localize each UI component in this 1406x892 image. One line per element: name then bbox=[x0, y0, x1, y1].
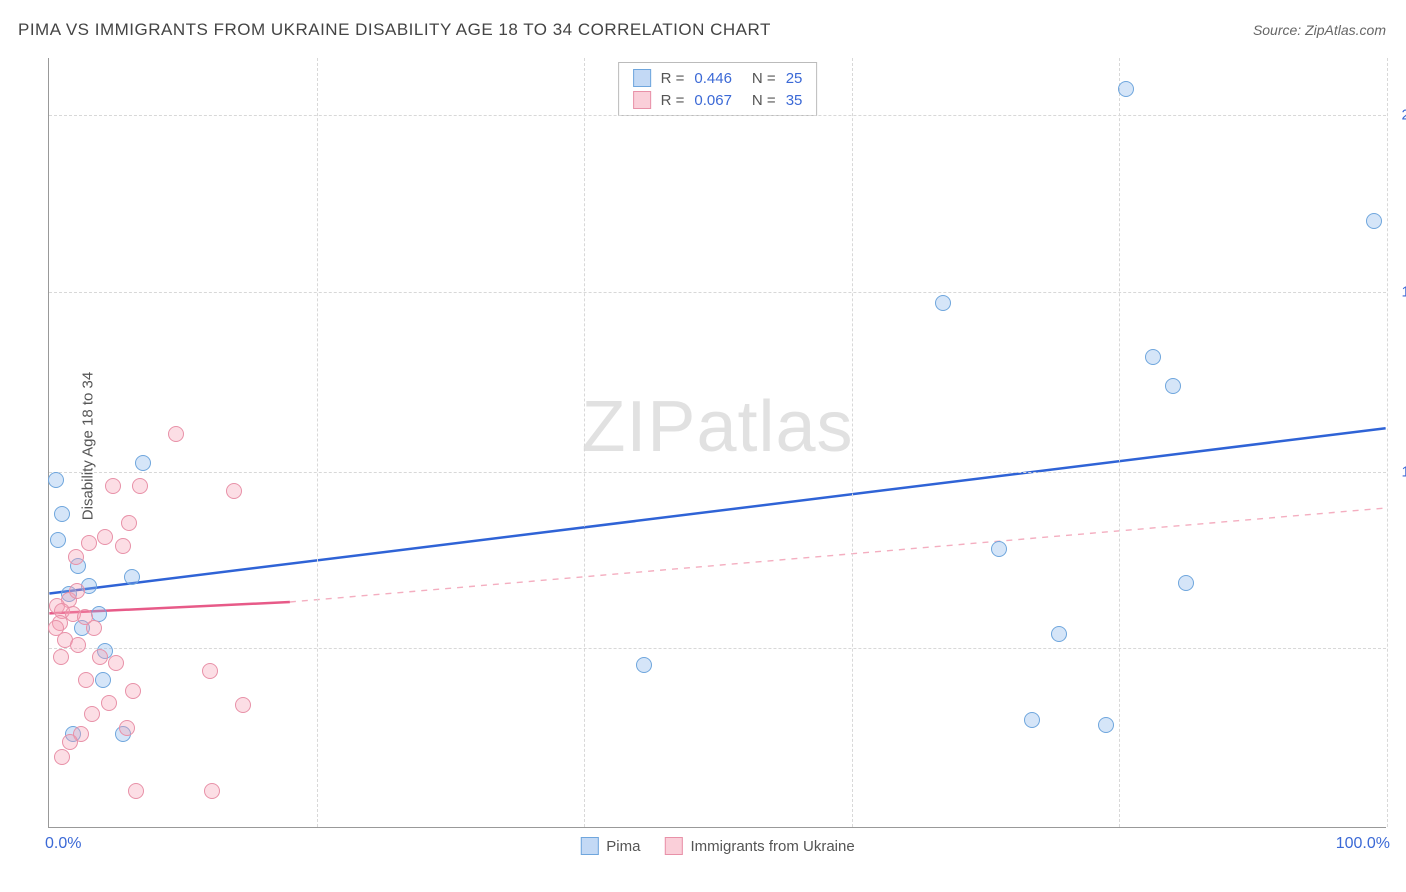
x-tick-label: 100.0% bbox=[1336, 835, 1390, 853]
data-point bbox=[54, 506, 70, 522]
gridline-v bbox=[1387, 58, 1388, 827]
data-point bbox=[636, 657, 652, 673]
trend-lines bbox=[49, 58, 1386, 827]
data-point bbox=[84, 706, 100, 722]
y-tick-label: 25.0% bbox=[1392, 107, 1406, 124]
stat-r-label: R = bbox=[661, 92, 685, 109]
data-point bbox=[125, 683, 141, 699]
data-point bbox=[108, 655, 124, 671]
gridline-h bbox=[49, 648, 1386, 649]
data-point bbox=[1051, 626, 1067, 642]
chart-title: PIMA VS IMMIGRANTS FROM UKRAINE DISABILI… bbox=[18, 20, 771, 40]
data-point bbox=[97, 529, 113, 545]
data-point bbox=[95, 672, 111, 688]
x-tick-label: 0.0% bbox=[45, 835, 81, 853]
data-point bbox=[1024, 712, 1040, 728]
stat-n-label: N = bbox=[752, 92, 776, 109]
scatter-plot: ZIPatlas R = 0.446 N = 25 R = 0.067 N = … bbox=[48, 58, 1386, 828]
stat-r-ukraine: 0.067 bbox=[694, 92, 732, 109]
data-point bbox=[1165, 378, 1181, 394]
data-point bbox=[128, 783, 144, 799]
data-point bbox=[69, 583, 85, 599]
data-point bbox=[1178, 575, 1194, 591]
data-point bbox=[48, 620, 64, 636]
data-point bbox=[101, 695, 117, 711]
data-point bbox=[86, 620, 102, 636]
data-point bbox=[48, 472, 64, 488]
gridline-h bbox=[49, 115, 1386, 116]
data-point bbox=[62, 734, 78, 750]
stat-n-ukraine: 35 bbox=[786, 92, 803, 109]
source-attribution: Source: ZipAtlas.com bbox=[1253, 22, 1386, 38]
y-tick-label: 6.3% bbox=[1392, 640, 1406, 657]
data-point bbox=[991, 541, 1007, 557]
data-point bbox=[935, 295, 951, 311]
stat-n-label: N = bbox=[752, 70, 776, 87]
data-point bbox=[135, 455, 151, 471]
data-point bbox=[1145, 349, 1161, 365]
data-point bbox=[1366, 213, 1382, 229]
data-point bbox=[168, 426, 184, 442]
data-point bbox=[115, 538, 131, 554]
data-point bbox=[204, 783, 220, 799]
watermark-text: ZIPatlas bbox=[581, 386, 853, 468]
data-point bbox=[92, 649, 108, 665]
gridline-v bbox=[1119, 58, 1120, 827]
legend-bottom: Pima Immigrants from Ukraine bbox=[580, 837, 854, 855]
y-tick-label: 12.5% bbox=[1392, 463, 1406, 480]
gridline-v bbox=[584, 58, 585, 827]
stat-n-pima: 25 bbox=[786, 70, 803, 87]
data-point bbox=[202, 663, 218, 679]
data-point bbox=[226, 483, 242, 499]
data-point bbox=[78, 672, 94, 688]
stats-row-pima: R = 0.446 N = 25 bbox=[629, 67, 807, 89]
watermark-atlas: atlas bbox=[696, 387, 853, 467]
data-point bbox=[1118, 81, 1134, 97]
y-tick-label: 18.8% bbox=[1392, 283, 1406, 300]
data-point bbox=[68, 549, 84, 565]
legend-label-pima: Pima bbox=[606, 838, 640, 855]
watermark-zip: ZIP bbox=[581, 387, 696, 467]
data-point bbox=[70, 637, 86, 653]
data-point bbox=[105, 478, 121, 494]
gridline-v bbox=[317, 58, 318, 827]
legend-item-pima: Pima bbox=[580, 837, 640, 855]
data-point bbox=[132, 478, 148, 494]
stats-row-ukraine: R = 0.067 N = 35 bbox=[629, 89, 807, 111]
gridline-h bbox=[49, 292, 1386, 293]
stat-r-pima: 0.446 bbox=[694, 70, 732, 87]
swatch-blue-icon bbox=[580, 837, 598, 855]
data-point bbox=[54, 749, 70, 765]
data-point bbox=[50, 532, 66, 548]
swatch-pink-icon bbox=[664, 837, 682, 855]
data-point bbox=[1098, 717, 1114, 733]
legend-item-ukraine: Immigrants from Ukraine bbox=[664, 837, 854, 855]
swatch-blue-icon bbox=[633, 69, 651, 87]
legend-label-ukraine: Immigrants from Ukraine bbox=[690, 838, 854, 855]
gridline-h bbox=[49, 472, 1386, 473]
data-point bbox=[235, 697, 251, 713]
data-point bbox=[121, 515, 137, 531]
data-point bbox=[119, 720, 135, 736]
data-point bbox=[124, 569, 140, 585]
data-point bbox=[53, 649, 69, 665]
data-point bbox=[81, 535, 97, 551]
gridline-v bbox=[852, 58, 853, 827]
swatch-pink-icon bbox=[633, 91, 651, 109]
stat-r-label: R = bbox=[661, 70, 685, 87]
stats-legend-box: R = 0.446 N = 25 R = 0.067 N = 35 bbox=[618, 62, 818, 116]
